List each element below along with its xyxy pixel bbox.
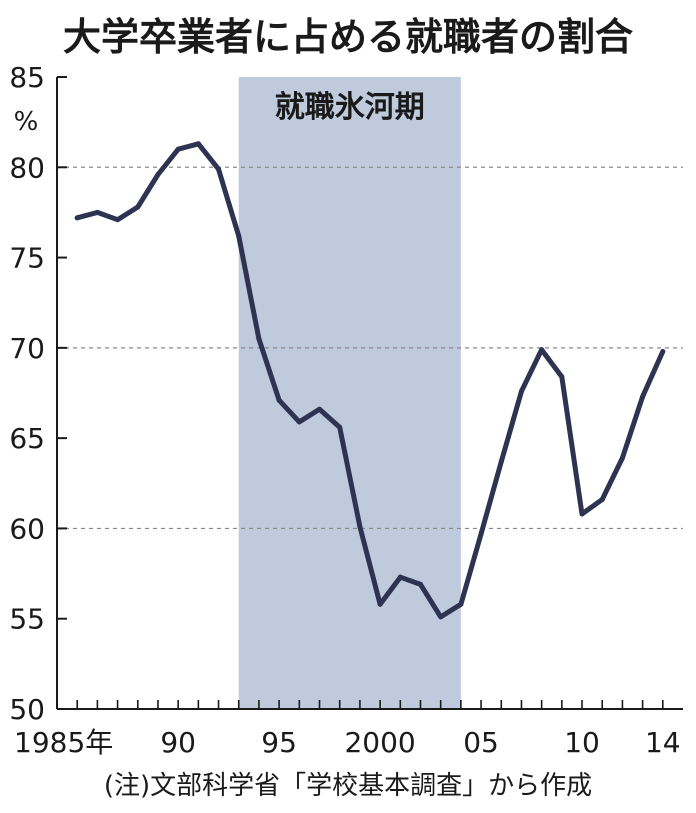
data-point [417, 581, 423, 587]
x-tick-label: 90 [160, 726, 196, 759]
data-point [377, 601, 383, 607]
data-point [518, 388, 524, 394]
x-tick-label: 10 [564, 726, 600, 759]
data-point [619, 455, 625, 461]
y-unit-label: % [14, 107, 39, 137]
x-tick-label: 1985年 [14, 726, 113, 759]
hyougaki-band [238, 77, 461, 709]
data-point [296, 419, 302, 425]
data-point [539, 347, 545, 353]
data-point [135, 204, 141, 210]
y-tick-label: 60 [9, 512, 45, 545]
y-tick-label: 80 [9, 151, 45, 184]
data-point [599, 497, 605, 503]
data-point [74, 215, 80, 221]
x-tick-label: 95 [261, 726, 297, 759]
data-point [337, 424, 343, 430]
data-point [478, 531, 484, 537]
data-point [155, 172, 161, 178]
data-point [640, 394, 646, 400]
band-label: 就職氷河期 [275, 90, 425, 125]
data-point [438, 614, 444, 620]
y-tick-label: 50 [9, 693, 45, 726]
data-point [236, 233, 242, 239]
data-point [317, 406, 323, 412]
data-point [579, 511, 585, 517]
y-axis: 50 55 60 65 70 75 80 85 [9, 61, 67, 726]
chart-title: 大学卒業者に占める就職者の割合 [63, 15, 633, 59]
y-tick-label: 75 [9, 242, 45, 275]
x-tick-label: 14 [645, 726, 681, 759]
data-point [397, 574, 403, 580]
y-tick-label: 65 [9, 422, 45, 455]
data-point [458, 601, 464, 607]
x-axis: 1985年 90 95 2000 05 10 14 [14, 700, 683, 759]
data-point [276, 397, 282, 403]
data-point [195, 141, 201, 147]
data-point [175, 146, 181, 152]
source-note: (注)文部科学省「学校基本調査」から作成 [104, 771, 592, 801]
y-tick-label: 85 [9, 61, 45, 94]
data-point [216, 166, 222, 172]
data-point [498, 459, 504, 465]
data-point [94, 209, 100, 215]
data-point [660, 348, 666, 354]
y-tick-label: 70 [9, 332, 45, 365]
series-line [74, 141, 666, 620]
data-point [357, 524, 363, 530]
x-tick-label: 2000 [344, 726, 415, 759]
data-point [256, 336, 262, 342]
y-tick-label: 55 [9, 603, 45, 636]
data-points [74, 141, 666, 620]
data-point [115, 217, 121, 223]
data-point [559, 374, 565, 380]
x-tick-label: 05 [463, 726, 499, 759]
